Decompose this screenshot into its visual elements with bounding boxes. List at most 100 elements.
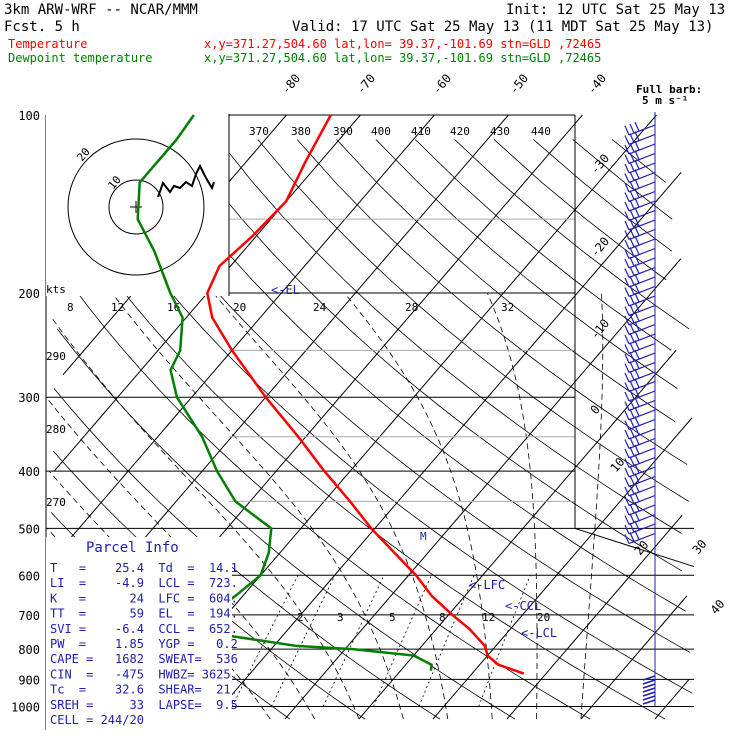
wind-barb-flag (629, 522, 635, 533)
theta-label: 420 (450, 125, 470, 138)
wind-barb-flag (634, 178, 640, 189)
wind-barb-flag (624, 505, 630, 516)
parcel-info-row: TT = 59 EL = 194. (50, 607, 238, 621)
wind-barb-flag (634, 330, 640, 341)
model-title: 3km ARW-WRF -- NCAR/MMM (4, 2, 198, 18)
wind-barb-flag (629, 180, 635, 191)
wind-barb-flag (624, 325, 630, 335)
parcel-info-row: T = 25.4 Td = 14.1 (50, 561, 238, 575)
theta-label: 380 (291, 125, 311, 138)
wind-barb-flag (624, 144, 630, 155)
wind-barb-flag (624, 458, 630, 468)
wind-barb (628, 399, 656, 412)
isotherm-label: -50 (507, 71, 532, 97)
parcel-info-row: Tc = 32.6 SHEAR= 21. (50, 683, 238, 697)
isotherm-label: -40 (585, 71, 610, 97)
mixing-ratio-label: 2 (297, 611, 304, 624)
wind-barb-flag (629, 133, 635, 143)
dry-adiabat-label: 280 (46, 423, 66, 436)
wind-barb (628, 285, 656, 298)
isotherm-line (284, 258, 682, 720)
wind-barb-flag (624, 268, 630, 278)
wind-barb-flag (634, 463, 640, 474)
dry-adiabat-label: 270 (46, 496, 66, 509)
wind-barb-flag (624, 239, 630, 250)
wind-barb-flag (624, 353, 630, 364)
wind-barb-flag (629, 465, 635, 476)
wind-barb-flag (629, 313, 635, 324)
pressure-label: 400 (18, 465, 40, 479)
wind-barb (628, 133, 656, 146)
hodograph-ring-inner (108, 179, 164, 235)
wind-barb (628, 361, 656, 374)
parcel-info-rows: T = 25.4 Td = 14.1LI = -4.9 LCL = 723.K … (50, 561, 238, 727)
isotherm-label: 30 (690, 537, 710, 557)
wind-barb-flag (629, 142, 635, 153)
wind-barb-flag (624, 515, 630, 525)
wind-barb-flag (624, 154, 630, 164)
wind-barb-flag (634, 273, 640, 284)
wind-barb-flag (624, 420, 630, 430)
el-marker: <-EL (271, 283, 300, 297)
wind-barb-flag (629, 446, 635, 457)
wind-barb-flag (634, 387, 640, 398)
wind-barb (628, 342, 656, 355)
temperature-location: x,y=371.27,504.60 lat,lon= 39.37,-101.69… (204, 37, 601, 51)
wind-barb-flag (634, 207, 640, 217)
mixing-ratio-line (322, 575, 385, 707)
wind-barb-flag (634, 121, 640, 132)
wind-barb (628, 447, 656, 459)
wind-barb (628, 523, 656, 535)
wind-barb-flag (634, 501, 640, 512)
moist-adiabat-line (580, 293, 604, 720)
wind-barb-flag (634, 150, 640, 160)
wind-barb-flag (629, 209, 635, 219)
wind-barb-flag (634, 197, 640, 208)
wind-barb-low (642, 691, 656, 697)
parcel-info-row: CIN = -475 HWBZ= 3625. (50, 667, 238, 681)
moist-adiabat-line (111, 292, 404, 720)
wind-barb-flag (624, 249, 630, 259)
wind-barb-flag (634, 378, 640, 388)
wind-barb-flag (624, 496, 630, 506)
wind-barb (628, 323, 656, 336)
wind-barb-flag (629, 503, 635, 514)
dewpoint-legend: Dewpoint temperature (8, 51, 153, 65)
wind-barb-low (642, 683, 656, 689)
wind-barb-flag (629, 323, 635, 333)
isotherm-label: 10 (608, 455, 628, 475)
dry-adiabat-line (53, 388, 441, 720)
pressure-label: 800 (18, 643, 40, 657)
wind-barb-flag (629, 304, 635, 314)
barb-units: 5 m s⁻¹ (642, 94, 688, 107)
hodograph-speed-label: 20 (233, 301, 246, 314)
wind-barb-flag (634, 235, 640, 246)
wind-barb-flag (634, 530, 640, 540)
wind-barb-flag (634, 216, 640, 227)
wind-barb-flag (629, 389, 635, 400)
wind-barb (628, 295, 656, 307)
wind-barb (628, 124, 656, 136)
wind-barb-flag (629, 152, 635, 162)
wind-barb-flag (624, 306, 630, 316)
wind-barb-flag (624, 296, 630, 307)
lfc-marker: <-LFC (469, 578, 505, 592)
mixing-ratio-line (271, 575, 336, 707)
wind-barb-flag (634, 406, 640, 417)
wind-barb-flag (634, 264, 640, 274)
hodograph-speed-label: 28 (405, 301, 418, 314)
wind-barb (628, 380, 656, 393)
dry-adiabat-line (296, 139, 688, 465)
wind-barb (628, 466, 656, 478)
wind-barb-flag (624, 467, 630, 478)
isotherm-line (580, 595, 688, 720)
wind-barb-flag (624, 363, 630, 373)
wind-barb (628, 428, 656, 440)
wind-barb-flag (634, 349, 640, 360)
pressure-label: 100 (18, 109, 40, 123)
wind-barb-flag (624, 401, 630, 411)
wind-barb-flag (629, 190, 635, 200)
parcel-info-row: LI = -4.9 LCL = 723. (50, 576, 238, 590)
wind-barb-flag (629, 418, 635, 428)
